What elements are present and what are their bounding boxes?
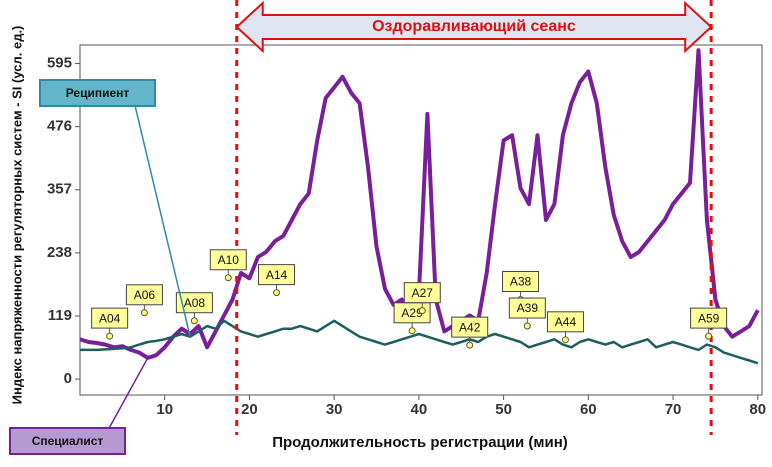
legend-label: Специалист (32, 434, 104, 448)
annotation-point (190, 317, 198, 325)
annotation-point (466, 341, 474, 349)
annotation-label: A29 (401, 306, 423, 320)
annotation-point (408, 327, 416, 335)
annotation-box (125, 284, 163, 306)
y-tick-label: 238 (47, 244, 72, 261)
annotation-point (140, 309, 148, 317)
series-line (80, 319, 759, 365)
y-tick-label: 0 (64, 370, 72, 387)
y-tick-label: 357 (47, 181, 72, 198)
x-tick-label: 40 (411, 401, 428, 418)
annotation-box (502, 271, 540, 293)
annotation-box (690, 307, 728, 329)
session-arrow (235, 0, 713, 54)
annotation-label: A44 (555, 315, 577, 329)
annotation-box (403, 282, 441, 304)
annotation-point (106, 332, 114, 340)
x-tick-label: 30 (326, 401, 343, 418)
x-tick-label: 50 (495, 401, 512, 418)
x-tick-label: 80 (749, 401, 766, 418)
y-tick-label: 595 (47, 55, 72, 72)
annotation-label: A59 (698, 311, 720, 325)
legend-box (39, 79, 156, 107)
y-axis-title: Индекс напряженности регуляторных систем… (9, 26, 24, 405)
y-tick-label: 476 (47, 118, 72, 135)
x-tick-label: 70 (665, 401, 682, 418)
annotation-point (705, 332, 713, 340)
annotation-point (523, 322, 531, 330)
annotation-label: A14 (266, 268, 288, 282)
annotation-label: A10 (218, 253, 240, 267)
annotation-label: A08 (184, 296, 206, 310)
annotation-point (273, 289, 281, 297)
annotation-box (546, 311, 584, 333)
annotation-label: A27 (412, 286, 434, 300)
y-tick-label: 119 (48, 307, 72, 324)
callout-pointer (131, 92, 191, 337)
annotation-label: A04 (99, 311, 121, 325)
annotation-point (224, 274, 232, 282)
x-tick-label: 20 (241, 401, 258, 418)
annotation-label: A39 (517, 301, 539, 315)
x-tick-label: 10 (156, 401, 173, 418)
annotation-box (209, 249, 247, 271)
annotation-label: A42 (459, 320, 481, 334)
x-tick-label: 60 (580, 401, 597, 418)
annotation-box (258, 264, 296, 286)
annotation-box (508, 297, 546, 319)
session-label: Оздоравливающий сеанс (372, 18, 576, 35)
annotation-point (418, 307, 426, 315)
annotation-box (91, 307, 129, 329)
annotation-point (561, 336, 569, 344)
annotation-box (175, 292, 213, 314)
annotation-box (451, 316, 489, 338)
legend-label: Реципиент (66, 86, 130, 100)
annotation-label: A38 (510, 275, 532, 289)
annotation-label: A06 (134, 288, 156, 302)
x-axis-title: Продолжительность регистрации (мин) (272, 434, 568, 451)
legend-box (9, 427, 126, 455)
